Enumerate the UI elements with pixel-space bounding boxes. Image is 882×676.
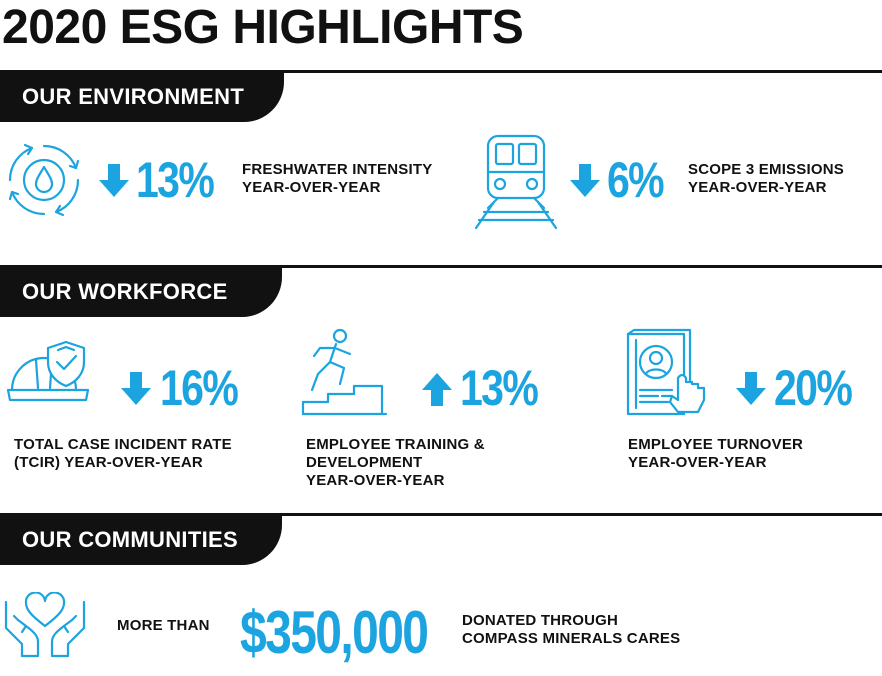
donation-prefix: MORE THAN xyxy=(117,617,210,634)
arrow-down-icon xyxy=(569,164,601,198)
stat-value-tcir: 16% xyxy=(160,360,239,416)
water-drop-cycle-icon xyxy=(4,140,84,220)
section-divider xyxy=(0,513,882,516)
hard-hat-shield-icon xyxy=(6,338,94,420)
stat-label-tcir: TOTAL CASE INCIDENT RATE (TCIR) YEAR-OVE… xyxy=(14,436,232,471)
section-heading-communities: OUR COMMUNITIES xyxy=(0,515,282,565)
section-heading-environment: OUR ENVIRONMENT xyxy=(0,72,284,122)
section-divider xyxy=(0,265,882,268)
stat-label-freshwater: FRESHWATER INTENSITY YEAR-OVER-YEAR xyxy=(242,161,433,196)
stat-label-training: EMPLOYEE TRAINING & DEVELOPMENT YEAR-OVE… xyxy=(306,436,485,489)
person-climbing-stairs-icon xyxy=(300,328,392,418)
arrow-down-icon xyxy=(120,372,152,406)
stat-value-turnover: 20% xyxy=(774,360,853,416)
arrow-down-icon xyxy=(735,372,767,406)
section-divider xyxy=(0,70,882,73)
resume-selection-icon xyxy=(624,328,710,420)
arrow-up-icon xyxy=(421,372,453,406)
donation-label: DONATED THROUGH COMPASS MINERALS CARES xyxy=(462,612,681,647)
train-icon xyxy=(470,132,560,230)
page-title: 2020 ESG HIGHLIGHTS xyxy=(2,1,524,54)
stat-label-scope3: SCOPE 3 EMISSIONS YEAR-OVER-YEAR xyxy=(688,161,844,196)
stat-value-scope3: 6% xyxy=(607,152,665,208)
arrow-down-icon xyxy=(98,164,130,198)
stat-value-freshwater: 13% xyxy=(136,152,215,208)
stat-value-training: 13% xyxy=(460,360,539,416)
hands-heart-icon xyxy=(2,592,88,662)
donation-value: $350,000 xyxy=(240,599,429,666)
stat-label-turnover: EMPLOYEE TURNOVER YEAR-OVER-YEAR xyxy=(628,436,804,471)
section-heading-workforce: OUR WORKFORCE xyxy=(0,267,282,317)
